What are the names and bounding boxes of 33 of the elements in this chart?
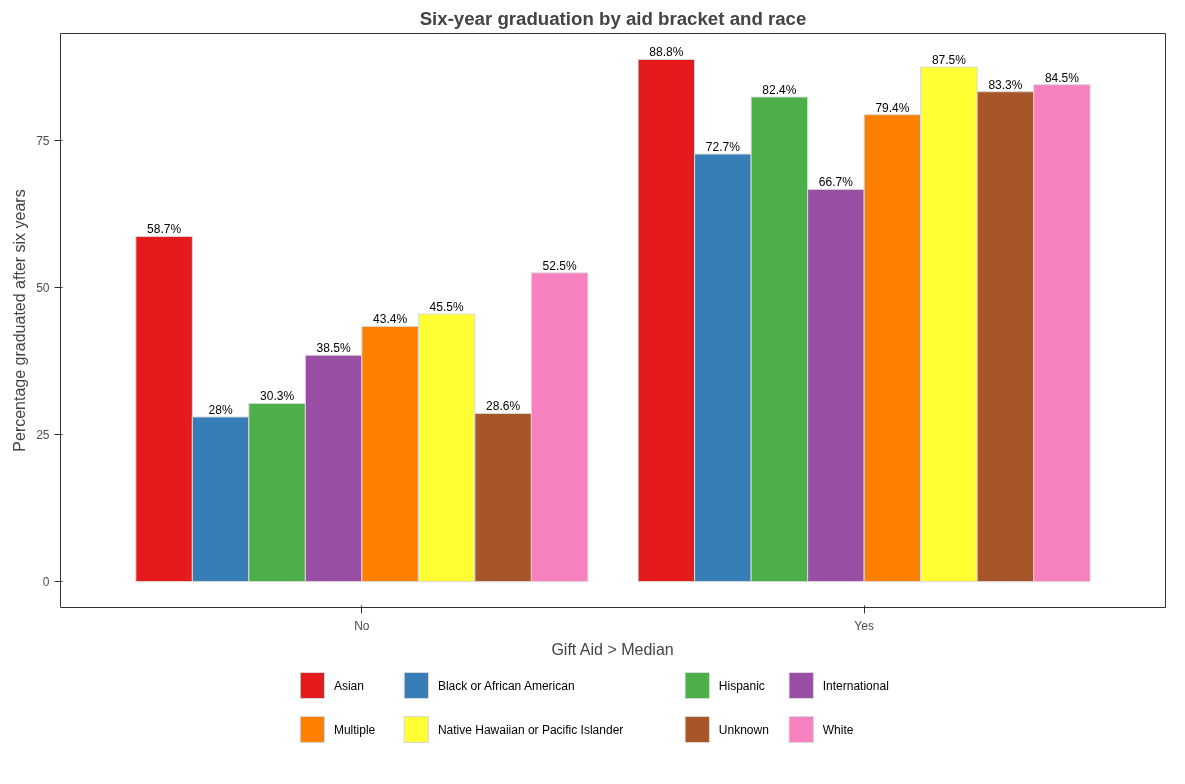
data-label: 72.7%	[705, 140, 741, 155]
y-tick-label: 0	[42, 575, 50, 590]
data-label: 66.7%	[818, 175, 854, 190]
y-tick-label: 75	[36, 134, 50, 149]
legend-label: Native Hawaiian or Pacific Islander	[437, 722, 624, 737]
y-tick-label: 25	[36, 428, 50, 443]
legend-label: Asian	[333, 678, 364, 693]
data-label: 83.3%	[988, 77, 1023, 92]
data-label: 28.6%	[486, 399, 521, 414]
legend-label: Black or African American	[437, 678, 575, 693]
data-label: 45.5%	[429, 300, 464, 315]
y-tick-label: 50	[36, 281, 50, 296]
data-label: 30.3%	[260, 389, 295, 404]
data-label: 87.5%	[931, 53, 967, 68]
data-label: 84.5%	[1044, 70, 1080, 85]
legend-label: Hispanic	[718, 678, 765, 693]
y-axis-title: Percentage graduated after six years	[11, 189, 29, 452]
data-label: 28%	[208, 402, 233, 417]
legend-label: International	[822, 678, 889, 693]
data-label: 79.4%	[875, 100, 910, 115]
x-tick-label: Yes	[854, 618, 874, 633]
chart-title: Six-year graduation by aid bracket and race	[419, 7, 807, 29]
data-label: 58.7%	[147, 222, 182, 237]
x-axis-title: Gift Aid > Median	[551, 640, 674, 658]
data-label: 88.8%	[649, 45, 684, 60]
legend-label: Unknown	[718, 722, 769, 737]
x-tick-label: No	[354, 618, 370, 633]
data-label: 38.5%	[316, 341, 351, 356]
data-label: 82.4%	[762, 83, 797, 98]
data-label: 43.4%	[373, 312, 408, 327]
legend-label: White	[822, 722, 854, 737]
legend-label: Multiple	[333, 722, 376, 737]
data-label: 52.5%	[542, 258, 577, 273]
